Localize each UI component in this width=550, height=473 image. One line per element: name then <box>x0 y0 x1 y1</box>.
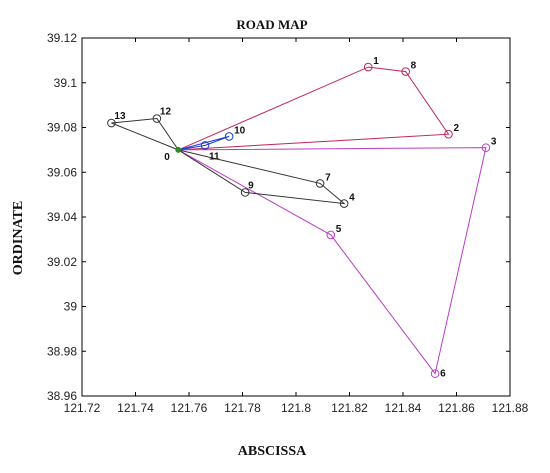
x-tick-label: 121.88 <box>492 401 529 415</box>
y-tick-label: 39.12 <box>47 31 77 45</box>
x-tick-label: 121.74 <box>117 401 154 415</box>
y-tick-label: 38.98 <box>47 344 77 358</box>
x-tick-label: 121.72 <box>64 401 101 415</box>
point-label-5: 5 <box>336 224 342 235</box>
point-label-9: 9 <box>248 180 254 191</box>
route-line-3 <box>178 149 346 205</box>
route-line-4 <box>111 117 179 151</box>
point-marker-4 <box>339 199 349 208</box>
point-marker-6 <box>430 369 440 378</box>
route-line-2 <box>178 147 487 375</box>
y-tick-label: 39.08 <box>47 121 77 135</box>
y-tick-label: 39.1 <box>54 76 78 90</box>
point-label-0: 0 <box>164 152 170 163</box>
x-tick-label: 121.82 <box>331 401 368 415</box>
point-label-4: 4 <box>349 193 355 204</box>
y-tick-label: 39.04 <box>47 210 77 224</box>
point-label-8: 8 <box>411 61 417 72</box>
y-tick-label: 39.02 <box>47 255 77 269</box>
point-label-1: 1 <box>373 56 379 67</box>
point-label-11: 11 <box>209 151 220 162</box>
x-tick-label: 121.86 <box>438 401 475 415</box>
chart-title: ROAD MAP <box>236 17 307 32</box>
point-marker-11 <box>200 141 210 150</box>
point-marker-5 <box>326 230 336 240</box>
point-label-3: 3 <box>491 137 497 148</box>
route-line-1 <box>178 66 450 151</box>
point-marker-2 <box>444 129 453 139</box>
route-points: 0 1 8 2 3 6 5 7 4 9 10 11 12 13 <box>107 56 497 380</box>
x-tick-label: 121.84 <box>385 401 422 415</box>
point-marker-13 <box>107 118 116 128</box>
point-label-12: 12 <box>160 107 172 118</box>
y-tick-label: 39.06 <box>47 165 77 179</box>
point-marker-12 <box>152 114 162 123</box>
point-label-7: 7 <box>325 172 331 183</box>
x-tick-label: 121.78 <box>224 401 261 415</box>
x-tick-label: 121.76 <box>171 401 208 415</box>
y-tick-label: 38.96 <box>47 389 77 403</box>
point-marker-7 <box>315 179 325 188</box>
point-label-2: 2 <box>453 123 459 134</box>
y-tick-label: 39 <box>64 300 78 314</box>
axis-ticks: 121.72 121.74 121.76 121.78 121.8 121.82 121.8… <box>47 31 529 415</box>
point-marker-8 <box>401 67 410 76</box>
routes <box>111 66 487 375</box>
y-axis-label: ORDINATE <box>11 201 26 275</box>
point-marker-3 <box>481 143 491 152</box>
x-axis-label: ABSCISSA <box>238 444 307 459</box>
point-label-6: 6 <box>440 369 446 380</box>
point-label-10: 10 <box>234 125 246 136</box>
point-marker-depot <box>175 146 182 153</box>
point-label-13: 13 <box>114 111 126 122</box>
route-line-5 <box>178 135 230 151</box>
point-marker-10 <box>224 132 234 141</box>
point-marker-9 <box>240 188 250 197</box>
point-marker-1 <box>363 62 373 72</box>
plot-area <box>81 37 511 397</box>
x-tick-label: 121.8 <box>281 401 311 415</box>
